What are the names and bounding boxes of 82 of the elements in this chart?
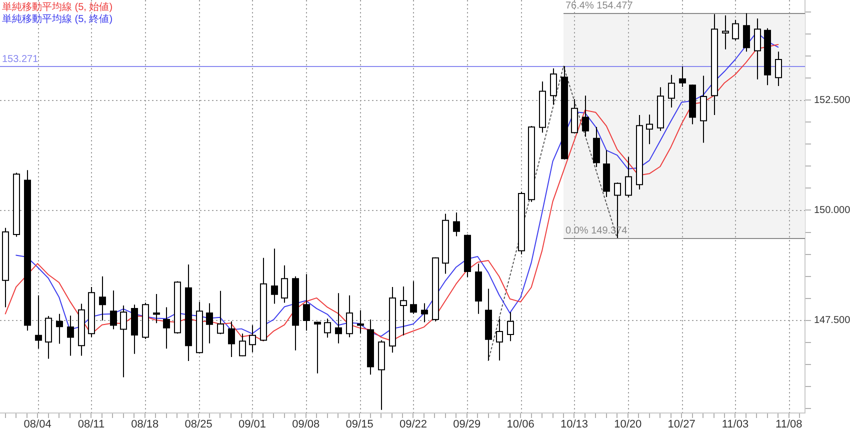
candlestick <box>196 301 203 354</box>
x-tick-label: 09/08 <box>292 418 320 431</box>
x-tick-label: 10/06 <box>506 418 534 431</box>
candlestick <box>571 98 578 134</box>
x-tick-label: 09/29 <box>453 418 481 431</box>
candlestick <box>496 318 503 362</box>
text: 単純移動平均線 (5, 始値) <box>2 0 113 13</box>
x-tick-label: 08/18 <box>131 418 159 431</box>
candlestick <box>539 81 546 134</box>
candlestick <box>550 68 557 105</box>
candlestick <box>153 293 160 324</box>
candlestick <box>646 114 653 145</box>
candlestick <box>378 340 385 410</box>
candlestick <box>475 263 482 314</box>
ref-line-label: 76.4% 154.477 <box>566 0 634 12</box>
candlestick <box>314 322 321 374</box>
candlestick <box>131 304 138 354</box>
candlestick <box>303 274 310 332</box>
candlestick <box>281 264 288 304</box>
x-tick-label: 10/20 <box>614 418 642 431</box>
x-tick-label: 08/04 <box>24 418 52 431</box>
x-tick-label: 11/03 <box>722 418 749 431</box>
candlestick <box>346 294 353 338</box>
x-tick-label: 10/13 <box>560 418 588 431</box>
x-tick-label: 11/08 <box>776 418 802 431</box>
y-tick-label: 147.500 <box>814 315 850 326</box>
candlestick <box>110 290 117 330</box>
candlestick <box>754 18 761 80</box>
candlestick <box>582 95 589 138</box>
y-tick-label: 150.000 <box>814 204 850 216</box>
candlestick <box>668 74 675 108</box>
candlestick <box>45 316 52 360</box>
candlestick <box>689 84 696 125</box>
candlestick <box>78 303 85 356</box>
candlestick <box>700 75 707 144</box>
candlestick <box>561 66 568 160</box>
x-tick-label: 09/01 <box>238 418 266 431</box>
candlestick <box>120 304 127 378</box>
candlestick <box>593 126 600 168</box>
candlestick <box>367 319 374 376</box>
candlestick <box>453 212 460 237</box>
candlestick <box>679 66 686 88</box>
candlestick <box>775 51 782 86</box>
candlestick <box>67 315 74 356</box>
text: 単純移動平均線 (5, 終値) <box>2 12 113 25</box>
x-tick-label: 08/11 <box>78 418 105 431</box>
candlestick <box>260 257 267 342</box>
candlestick <box>410 280 417 314</box>
candlestick <box>217 290 224 335</box>
candlestick <box>636 114 643 190</box>
candlestick <box>335 292 342 344</box>
candlestick <box>657 86 664 132</box>
ref-line-label: 153.271 <box>2 54 39 65</box>
x-tick-label: 08/25 <box>184 418 212 431</box>
candlestick <box>271 248 278 304</box>
candlestick <box>603 150 610 198</box>
candlestick <box>292 276 299 351</box>
candlestick <box>485 288 492 362</box>
candlestick <box>421 302 428 323</box>
candlestick <box>764 28 771 86</box>
candlestick <box>507 312 514 342</box>
candlestick <box>357 310 364 334</box>
candlestick <box>24 170 31 332</box>
candlestick <box>2 227 9 308</box>
candlestick <box>99 276 106 321</box>
candlestick <box>206 302 213 344</box>
candlestick <box>163 306 170 350</box>
candlestick <box>35 294 42 350</box>
candlestick <box>56 313 63 344</box>
candlestick <box>88 286 95 338</box>
candlestick <box>625 156 632 198</box>
x-tick-label: 09/15 <box>346 418 374 431</box>
candlestick <box>400 286 407 336</box>
candlestick <box>185 264 192 362</box>
candlestick <box>249 324 256 353</box>
candlestick <box>389 286 396 354</box>
y-tick-label: 152.500 <box>814 94 850 106</box>
candlestick <box>743 12 750 52</box>
x-tick-label: 10/27 <box>668 418 696 431</box>
x-tick-label: 09/22 <box>399 418 427 431</box>
candlestick <box>228 320 235 358</box>
candlestick <box>442 213 449 274</box>
